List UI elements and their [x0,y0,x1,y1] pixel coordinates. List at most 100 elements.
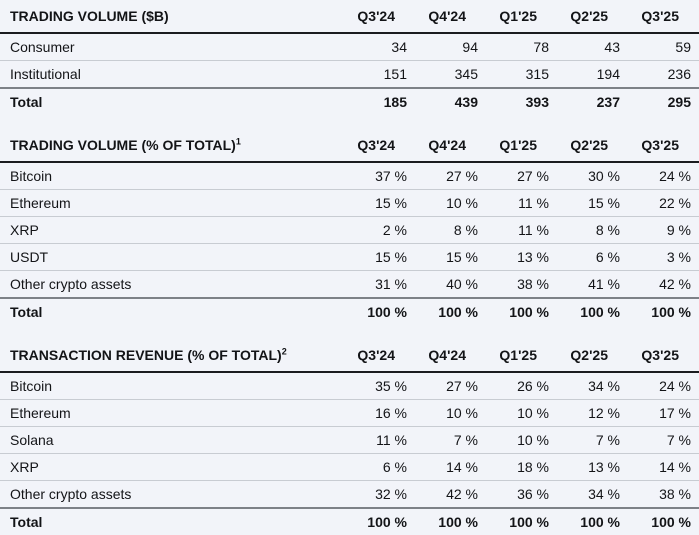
value-cell: 237 [557,87,628,115]
column-header-quarter: Q2'25 [557,339,628,373]
value-cell: 32 % [344,480,415,509]
table-row: Bitcoin 37 % 27 % 27 % 30 % 24 % [0,162,699,190]
table-title: TRADING VOLUME (% OF TOTAL)1 [0,129,344,163]
table-title: TRADING VOLUME ($B) [0,0,344,34]
row-label: USDT [0,243,344,271]
row-label: XRP [0,453,344,481]
value-cell: 100 % [344,297,415,325]
value-cell: 24 % [628,372,699,400]
table-row: Ethereum 16 % 10 % 10 % 12 % 17 % [0,399,699,427]
value-cell: 43 [557,33,628,61]
value-cell: 15 % [344,189,415,217]
value-cell: 34 % [557,372,628,400]
table-row: Other crypto assets 31 % 40 % 38 % 41 % 42 % [0,270,699,299]
total-row: Total 100 % 100 % 100 % 100 % 100 % [0,507,699,535]
value-cell: 6 % [344,453,415,481]
table-title-text: TRADING VOLUME ($B) [10,8,169,24]
table-header-row: TRADING VOLUME (% OF TOTAL)1 Q3'24 Q4'24 Q1… [0,129,699,163]
row-label: Bitcoin [0,372,344,400]
value-cell: 439 [415,87,486,115]
value-cell: 37 % [344,162,415,190]
value-cell: 13 % [557,453,628,481]
column-header-quarter: Q1'25 [486,0,557,34]
value-cell: 34 % [557,480,628,509]
value-cell: 36 % [486,480,557,509]
value-cell: 13 % [486,243,557,271]
row-label: Solana [0,426,344,454]
value-cell: 185 [344,87,415,115]
table-row: Other crypto assets 32 % 42 % 36 % 34 % 38 % [0,480,699,509]
value-cell: 15 % [344,243,415,271]
value-cell: 40 % [415,270,486,299]
value-cell: 24 % [628,162,699,190]
value-cell: 27 % [415,162,486,190]
value-cell: 9 % [628,216,699,244]
table-row: Solana 11 % 7 % 10 % 7 % 7 % [0,426,699,454]
column-header-quarter: Q2'25 [557,0,628,34]
value-cell: 38 % [628,480,699,509]
column-header-quarter: Q4'24 [415,339,486,373]
row-label: Other crypto assets [0,480,344,509]
transaction-revenue-pct-table: TRANSACTION REVENUE (% OF TOTAL)2 Q3'24 Q4… [0,339,699,535]
value-cell: 295 [628,87,699,115]
table-title-text: TRADING VOLUME (% OF TOTAL) [10,137,236,153]
value-cell: 100 % [415,507,486,535]
row-label: Ethereum [0,189,344,217]
value-cell: 100 % [415,297,486,325]
value-cell: 151 [344,60,415,89]
value-cell: 11 % [486,216,557,244]
value-cell: 100 % [557,507,628,535]
table-title-text: TRANSACTION REVENUE (% OF TOTAL) [10,347,282,363]
table-row: Bitcoin 35 % 27 % 26 % 34 % 24 % [0,372,699,400]
value-cell: 26 % [486,372,557,400]
value-cell: 18 % [486,453,557,481]
table-header-row: TRANSACTION REVENUE (% OF TOTAL)2 Q3'24 Q4… [0,339,699,373]
value-cell: 315 [486,60,557,89]
value-cell: 27 % [486,162,557,190]
value-cell: 42 % [415,480,486,509]
table-row: Institutional 151 345 315 194 236 [0,60,699,89]
row-label: Total [0,297,344,325]
table-title-footnote-marker: 2 [281,346,287,357]
value-cell: 100 % [486,297,557,325]
trading-volume-pct-table: TRADING VOLUME (% OF TOTAL)1 Q3'24 Q4'24 Q1… [0,129,699,325]
value-cell: 41 % [557,270,628,299]
value-cell: 194 [557,60,628,89]
value-cell: 8 % [415,216,486,244]
value-cell: 27 % [415,372,486,400]
value-cell: 35 % [344,372,415,400]
value-cell: 7 % [557,426,628,454]
value-cell: 15 % [415,243,486,271]
value-cell: 14 % [415,453,486,481]
trading-volume-table: TRADING VOLUME ($B) Q3'24 Q4'24 Q1'25 Q2'25 Q… [0,0,699,115]
table-row: Ethereum 15 % 10 % 11 % 15 % 22 % [0,189,699,217]
column-header-quarter: Q4'24 [415,0,486,34]
value-cell: 393 [486,87,557,115]
value-cell: 100 % [628,297,699,325]
column-header-quarter: Q2'25 [557,129,628,163]
column-header-quarter: Q3'24 [344,129,415,163]
value-cell: 12 % [557,399,628,427]
value-cell: 100 % [486,507,557,535]
value-cell: 17 % [628,399,699,427]
value-cell: 2 % [344,216,415,244]
table-row: USDT 15 % 15 % 13 % 6 % 3 % [0,243,699,271]
table-title: TRANSACTION REVENUE (% OF TOTAL)2 [0,339,344,373]
value-cell: 236 [628,60,699,89]
value-cell: 6 % [557,243,628,271]
value-cell: 345 [415,60,486,89]
row-label: Other crypto assets [0,270,344,299]
column-header-quarter: Q3'25 [628,0,699,34]
value-cell: 94 [415,33,486,61]
column-header-quarter: Q3'25 [628,129,699,163]
column-header-quarter: Q1'25 [486,129,557,163]
table-row: XRP 2 % 8 % 11 % 8 % 9 % [0,216,699,244]
table-title-footnote-marker: 1 [235,136,241,147]
value-cell: 30 % [557,162,628,190]
value-cell: 34 [344,33,415,61]
total-row: Total 185 439 393 237 295 [0,87,699,115]
value-cell: 3 % [628,243,699,271]
value-cell: 100 % [628,507,699,535]
